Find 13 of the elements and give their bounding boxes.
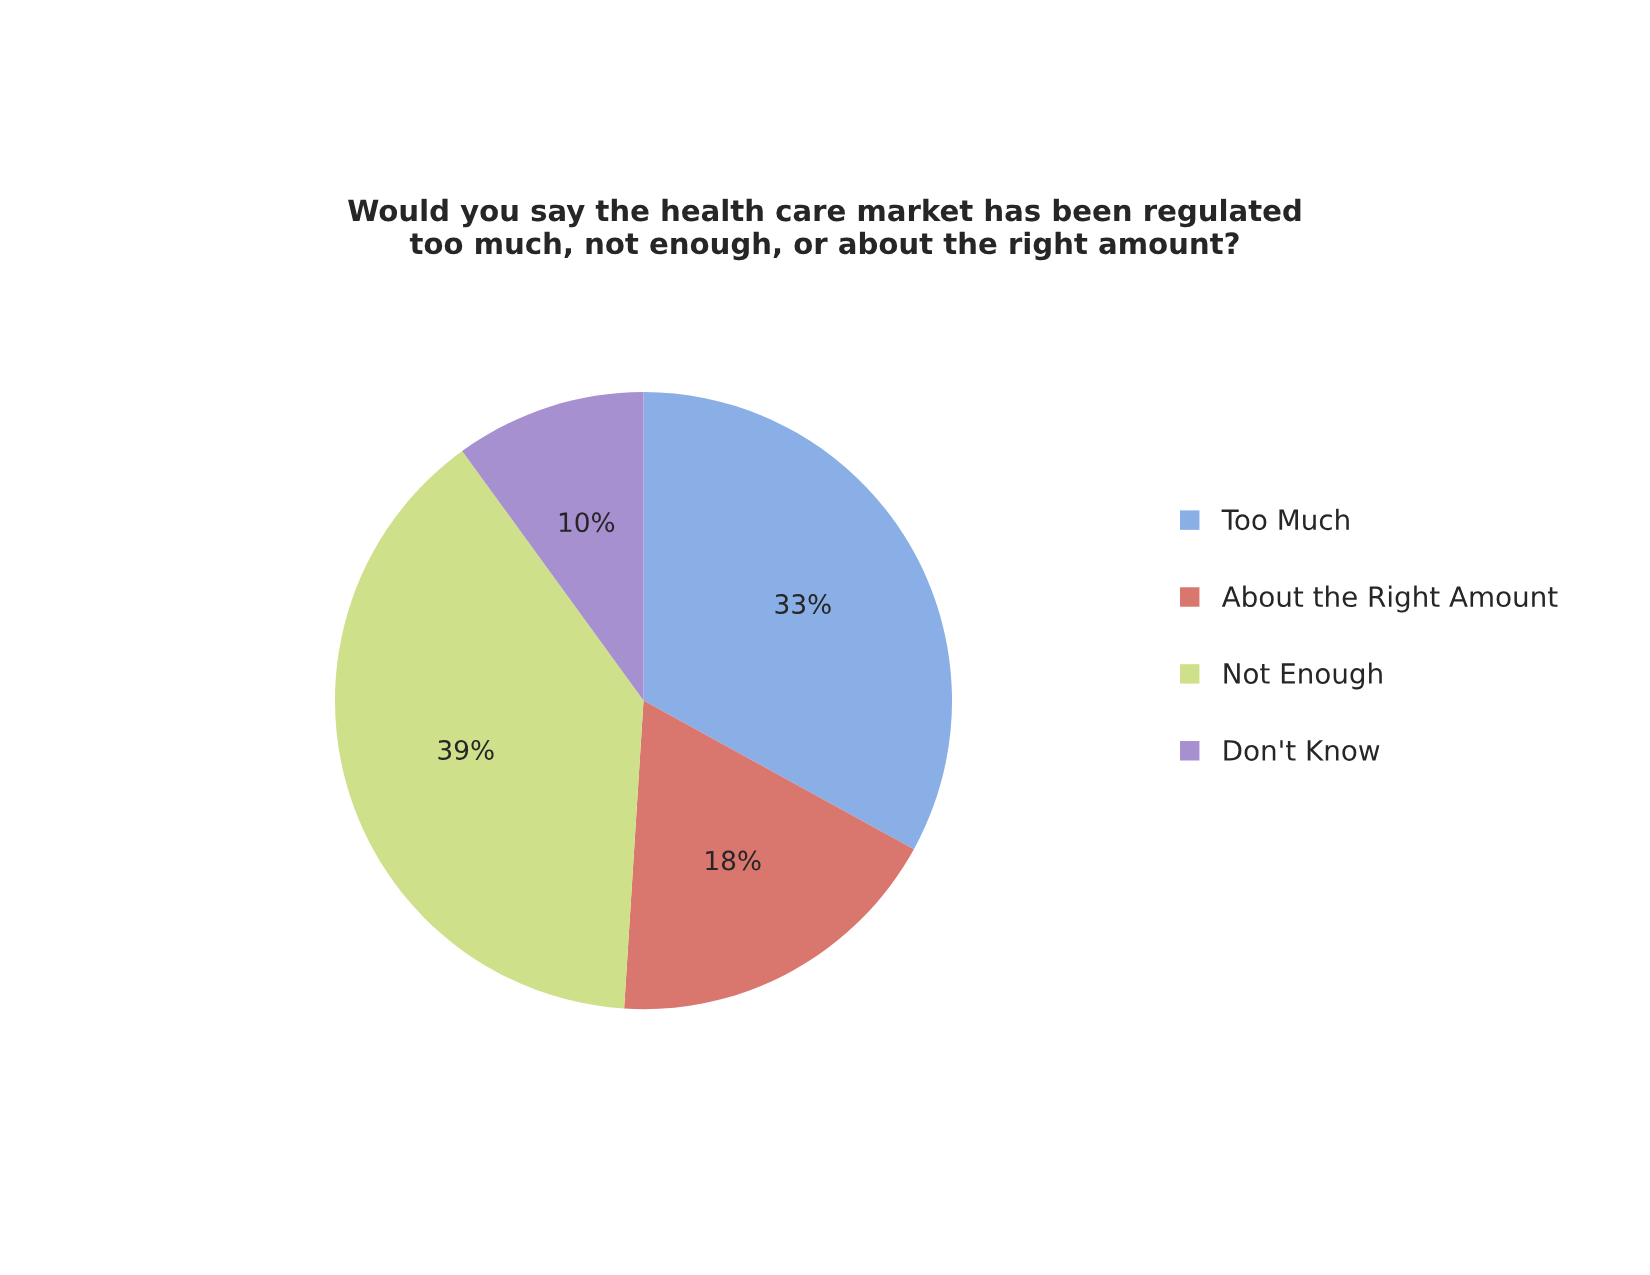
pie-slice: [335, 450, 644, 1009]
legend-label: Too Much: [1221, 508, 1349, 531]
chart-title: Would you say the health care market has been regulated too much, not enough, or about the right amount?: [348, 198, 1301, 261]
legend-label: About the Right Amount: [1221, 585, 1558, 613]
pie-slice: [643, 392, 953, 850]
legend-label: Not Enough: [1224, 662, 1382, 690]
data-label: 10%: [559, 512, 615, 533]
data-label: 33%: [775, 594, 831, 615]
data-label: 18%: [706, 850, 761, 871]
data-label: 39%: [438, 739, 494, 760]
legend-label: Don't Know: [1224, 740, 1380, 761]
pie-slice: [624, 700, 914, 1010]
pie-slice: [462, 392, 644, 701]
